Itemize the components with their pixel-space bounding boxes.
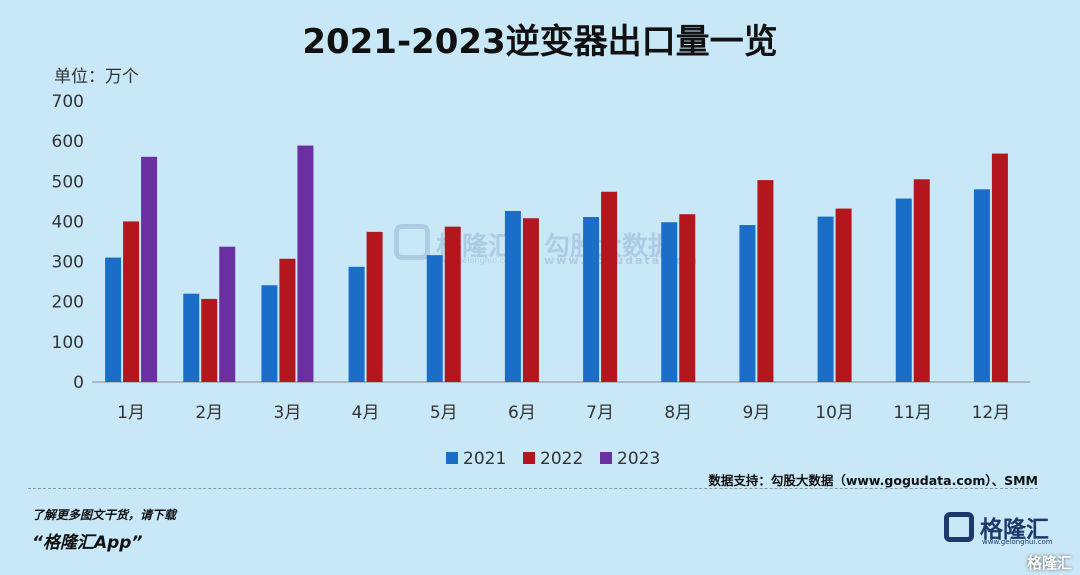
bar-2022-10 bbox=[835, 208, 852, 382]
bar-2022-5 bbox=[444, 226, 461, 382]
bar-2021-10 bbox=[817, 216, 834, 382]
legend-label-2021: 2021 bbox=[463, 449, 506, 469]
bar-2022-1 bbox=[123, 221, 140, 382]
y-tick-label: 400 bbox=[52, 212, 84, 232]
logo: 格隆汇 www.gelonghui.com bbox=[944, 510, 1064, 546]
bar-2021-4 bbox=[348, 266, 365, 382]
bar-2022-12 bbox=[991, 153, 1008, 382]
x-tick-label: 12月 bbox=[972, 403, 1011, 423]
gelonghui-logo-icon bbox=[944, 512, 974, 542]
corner-watermark: 格隆汇 bbox=[1026, 554, 1072, 572]
footer-app-name: “格隆汇App” bbox=[32, 533, 143, 553]
divider bbox=[28, 488, 1038, 489]
bar-2021-3 bbox=[261, 285, 278, 382]
x-tick-label: 11月 bbox=[893, 403, 932, 423]
legend-label-2022: 2022 bbox=[540, 449, 583, 469]
bar-2021-6 bbox=[504, 210, 521, 382]
gelonghui-logo-icon bbox=[394, 224, 430, 260]
x-tick-label: 7月 bbox=[586, 403, 614, 423]
bar-2022-6 bbox=[522, 218, 539, 382]
x-tick-label: 8月 bbox=[664, 403, 692, 423]
y-tick-label: 0 bbox=[73, 373, 84, 393]
chart-title: 2021-2023逆变器出口量一览 bbox=[302, 22, 778, 62]
bar-2022-3 bbox=[279, 258, 296, 382]
bar-2021-12 bbox=[973, 189, 990, 382]
y-tick-label: 300 bbox=[52, 253, 84, 273]
bar-2022-4 bbox=[366, 231, 383, 382]
x-tick-label: 2月 bbox=[195, 403, 223, 423]
x-tick-label: 4月 bbox=[352, 403, 380, 423]
x-tick-label: 5月 bbox=[430, 403, 458, 423]
bar-2021-1 bbox=[105, 257, 122, 382]
legend-swatch-2022 bbox=[523, 452, 535, 464]
source-note: 数据支持：勾股大数据（www.gogudata.com）、SMM bbox=[708, 473, 1038, 488]
watermark-brand-url: www.gelonghui.com bbox=[436, 256, 517, 265]
x-tick-label: 1月 bbox=[117, 403, 145, 423]
watermark-data-url: www.gogudata.com bbox=[544, 254, 699, 267]
bar-2021-5 bbox=[426, 255, 443, 382]
legend-swatch-2021 bbox=[446, 452, 458, 464]
bar-2023-1 bbox=[141, 156, 158, 382]
legend-label-2023: 2023 bbox=[617, 449, 660, 469]
x-tick-label: 3月 bbox=[274, 403, 302, 423]
bar-2023-3 bbox=[297, 145, 314, 382]
bar-2022-2 bbox=[201, 298, 218, 382]
y-tick-label: 500 bbox=[52, 172, 84, 192]
bar-2021-2 bbox=[183, 293, 200, 382]
x-tick-label: 9月 bbox=[743, 403, 771, 423]
y-tick-label: 600 bbox=[52, 132, 84, 152]
logo-url: www.gelonghui.com bbox=[982, 538, 1053, 546]
bar-2021-8 bbox=[661, 222, 678, 382]
y-tick-label: 700 bbox=[52, 92, 84, 112]
bar-2023-2 bbox=[219, 246, 236, 382]
bar-2021-11 bbox=[895, 198, 912, 382]
bar-2022-9 bbox=[757, 180, 774, 382]
y-tick-label: 200 bbox=[52, 293, 84, 313]
logo-name: 格隆汇 bbox=[980, 517, 1049, 543]
bar-2022-11 bbox=[913, 179, 930, 382]
bar-2022-8 bbox=[679, 214, 696, 382]
bar-2021-7 bbox=[583, 217, 600, 382]
footer-text: 了解更多图文干货，请下载 bbox=[32, 508, 177, 522]
x-tick-label: 10月 bbox=[815, 403, 854, 423]
bar-2022-7 bbox=[601, 191, 618, 382]
y-tick-label: 100 bbox=[52, 333, 84, 353]
legend-swatch-2023 bbox=[600, 452, 612, 464]
bar-2021-9 bbox=[739, 225, 756, 382]
unit-label: 单位：万个 bbox=[54, 67, 139, 87]
x-tick-label: 6月 bbox=[508, 403, 536, 423]
